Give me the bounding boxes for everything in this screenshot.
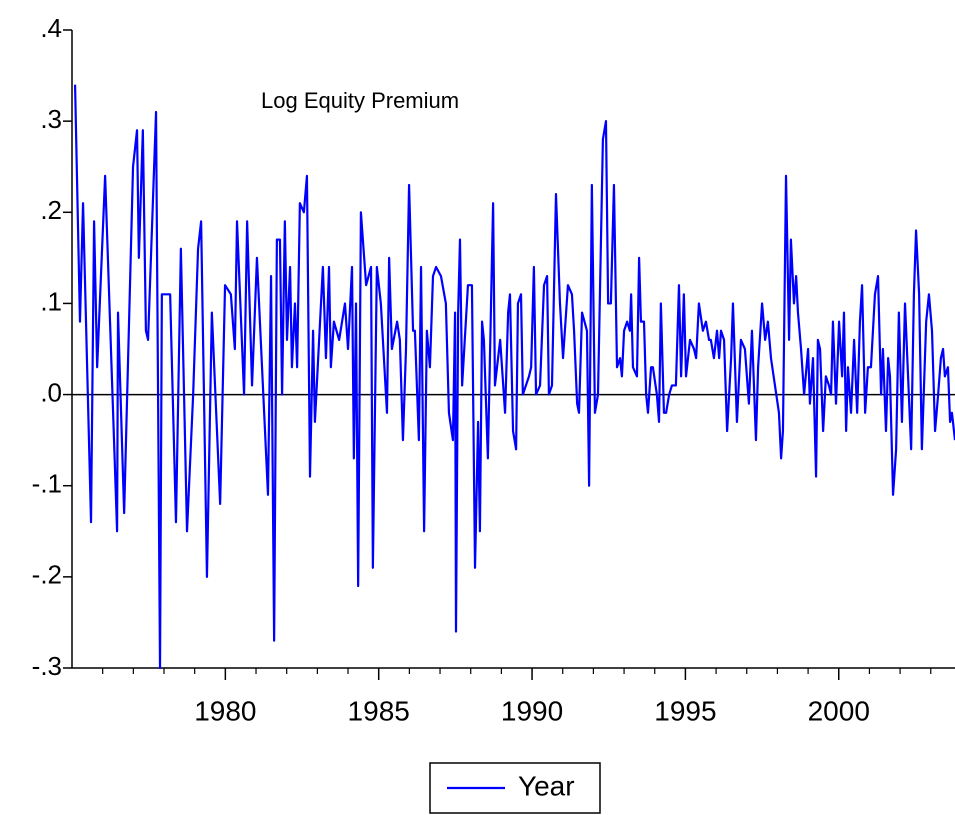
annotation: Log Equity Premium <box>261 88 459 113</box>
y-tick-label: -.1 <box>32 469 62 499</box>
y-tick-label: .1 <box>40 286 62 316</box>
y-tick-label: .4 <box>40 13 62 43</box>
series-line <box>73 84 955 670</box>
x-tick-label: 1995 <box>654 695 716 726</box>
legend-label: Year <box>518 770 575 801</box>
y-tick-label: .3 <box>40 104 62 134</box>
y-tick-label: -.2 <box>32 560 62 590</box>
x-tick-label: 1985 <box>348 695 410 726</box>
x-tick-label: 1990 <box>501 695 563 726</box>
x-tick-label: 1980 <box>194 695 256 726</box>
y-tick-label: .2 <box>40 195 62 225</box>
y-tick-label: .0 <box>40 377 62 407</box>
x-tick-label: 2000 <box>808 695 870 726</box>
y-tick-label: -.3 <box>32 651 62 681</box>
